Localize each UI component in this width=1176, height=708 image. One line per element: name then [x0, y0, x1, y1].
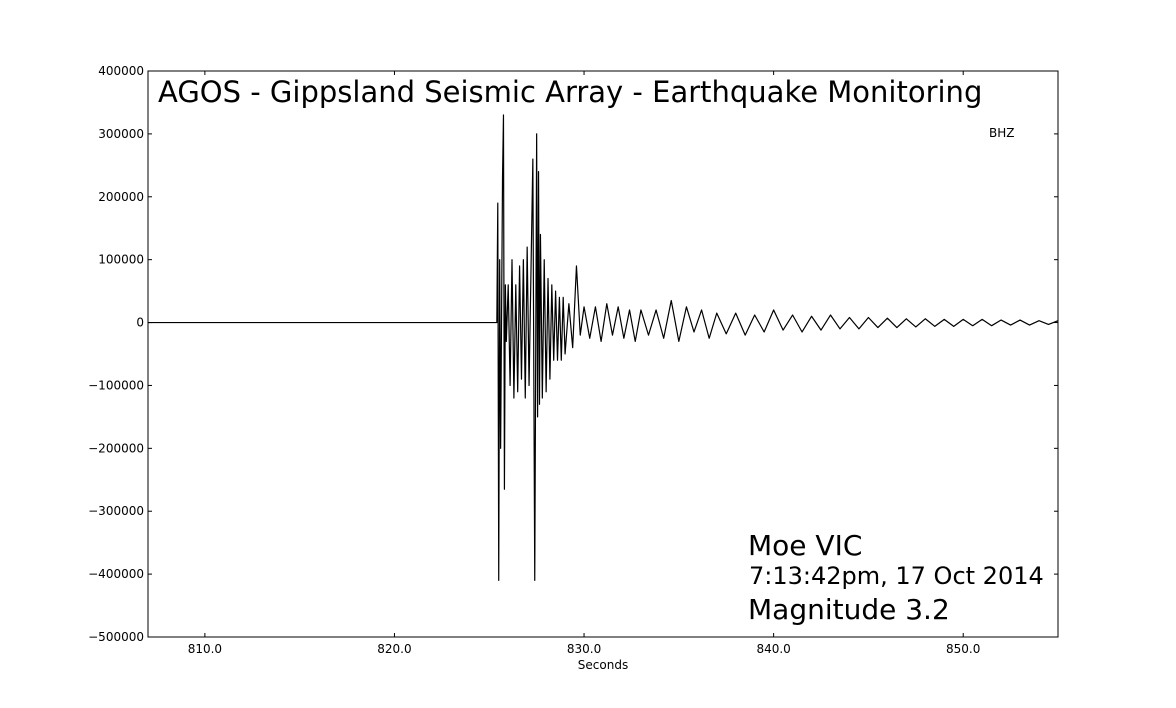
x-tick-label: 810.0: [188, 642, 222, 656]
y-tick-label: −500000: [88, 630, 144, 644]
y-tick-label: 0: [136, 316, 144, 330]
event-time: 7:13:42pm, 17 Oct 2014: [749, 562, 1044, 590]
chart-title: AGOS - Gippsland Seismic Array - Earthqu…: [158, 75, 982, 109]
plot-area: [148, 71, 1058, 637]
y-tick-label: 400000: [98, 64, 144, 78]
x-tick-label: 840.0: [756, 642, 790, 656]
y-tick-label: 300000: [98, 127, 144, 141]
legend-channel-label: BHZ: [989, 126, 1014, 140]
y-tick-label: 200000: [98, 190, 144, 204]
plot-frame: [147, 70, 1059, 638]
event-location: Moe VIC: [748, 529, 862, 562]
y-tick-label: −400000: [88, 567, 144, 581]
y-tick-label: −100000: [88, 378, 144, 392]
x-tick-label: 830.0: [567, 642, 601, 656]
event-magnitude: Magnitude 3.2: [748, 593, 950, 626]
y-tick-label: 100000: [98, 253, 144, 267]
y-tick-label: −200000: [88, 441, 144, 455]
y-tick-label: −300000: [88, 504, 144, 518]
x-tick-label: 820.0: [377, 642, 411, 656]
series-line: [148, 114, 1058, 582]
axis-tick-labels: 810.0 820.0 830.0 840.0 850.0 400000 300000 200…: [88, 64, 980, 656]
x-axis-label: Seconds: [578, 658, 628, 672]
x-tick-label: 850.0: [946, 642, 980, 656]
series-group: [148, 114, 1058, 582]
